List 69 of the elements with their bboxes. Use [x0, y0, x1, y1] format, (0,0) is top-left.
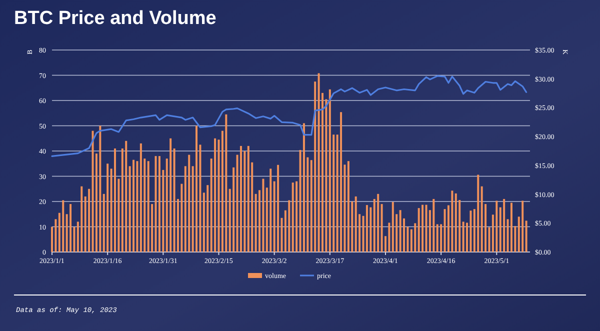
bar — [503, 198, 506, 252]
bar — [114, 148, 116, 252]
bar — [99, 126, 102, 252]
bar — [314, 82, 316, 252]
bar — [451, 190, 454, 252]
bar — [277, 164, 280, 252]
bar — [454, 193, 457, 252]
bar — [92, 130, 94, 252]
bar — [388, 222, 390, 252]
bar — [302, 123, 305, 252]
bar — [170, 138, 172, 252]
bar — [225, 114, 228, 252]
bar — [247, 146, 250, 252]
bar — [206, 185, 209, 252]
bar — [288, 200, 290, 252]
bar — [422, 204, 424, 252]
bar — [140, 143, 142, 252]
bar — [270, 168, 272, 252]
bar — [470, 210, 472, 252]
bar — [328, 89, 331, 252]
bar — [147, 161, 150, 252]
bar — [525, 220, 528, 252]
bar — [340, 112, 342, 252]
bar — [377, 194, 380, 252]
bar — [440, 224, 442, 252]
bar — [158, 156, 160, 252]
bar — [132, 160, 135, 252]
bar — [347, 161, 350, 252]
bar — [380, 204, 383, 252]
bar — [370, 207, 372, 252]
bar — [88, 188, 90, 252]
bar — [392, 202, 394, 252]
bar — [254, 194, 257, 252]
bar — [54, 219, 57, 252]
bar — [510, 202, 512, 252]
bar — [414, 223, 416, 252]
bar — [240, 146, 242, 252]
bar — [432, 198, 435, 252]
bar — [196, 126, 198, 252]
bar — [154, 156, 157, 252]
chart-title: BTC Price and Volume — [14, 8, 216, 29]
bar — [462, 222, 464, 252]
bar — [292, 182, 294, 252]
bar — [444, 209, 446, 252]
bar — [522, 200, 524, 252]
bar — [125, 140, 128, 252]
bar — [180, 184, 183, 252]
bar — [436, 224, 438, 252]
bar — [425, 204, 428, 252]
bar — [480, 186, 483, 252]
bar — [106, 164, 109, 252]
bar — [218, 140, 220, 252]
bar — [232, 167, 235, 252]
bar — [399, 210, 402, 252]
bar — [262, 178, 264, 252]
bar — [318, 73, 320, 252]
bar — [477, 174, 480, 252]
line-series — [51, 75, 528, 157]
bar — [188, 154, 190, 252]
bar — [496, 200, 498, 252]
bar — [296, 181, 298, 252]
bar — [80, 186, 83, 252]
bar — [354, 196, 357, 252]
bar — [136, 161, 138, 252]
bar — [70, 204, 72, 252]
bar — [214, 138, 216, 252]
bar — [418, 208, 420, 252]
bar — [173, 148, 176, 252]
bar — [366, 205, 368, 252]
